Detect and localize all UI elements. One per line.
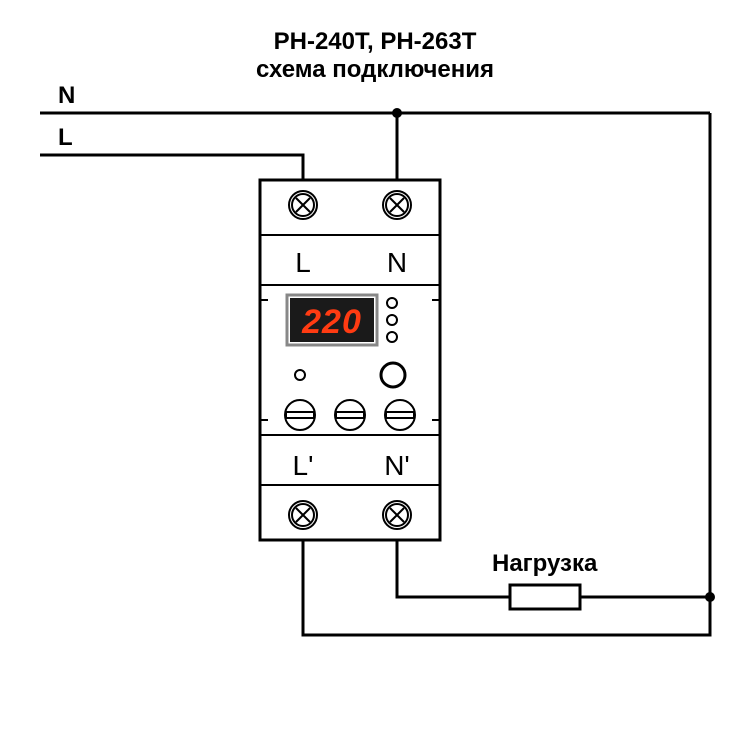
svg-text:N: N: [387, 247, 407, 278]
svg-text:L': L': [293, 450, 314, 481]
wiring-diagram: L N L' N' 220: [0, 0, 750, 750]
svg-text:220: 220: [301, 303, 362, 341]
svg-text:L: L: [295, 247, 311, 278]
svg-text:N': N': [384, 450, 410, 481]
